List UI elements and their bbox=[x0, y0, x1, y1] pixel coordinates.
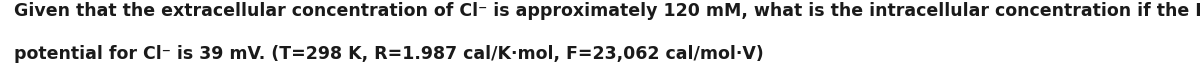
Text: Given that the extracellular concentration of Cl⁻ is approximately 120 mM, what : Given that the extracellular concentrati… bbox=[14, 2, 1200, 20]
Text: potential for Cl⁻ is 39 mV. (T=298 K, R=1.987 cal/K·mol, F=23,062 cal/mol·V): potential for Cl⁻ is 39 mV. (T=298 K, R=… bbox=[14, 45, 764, 63]
